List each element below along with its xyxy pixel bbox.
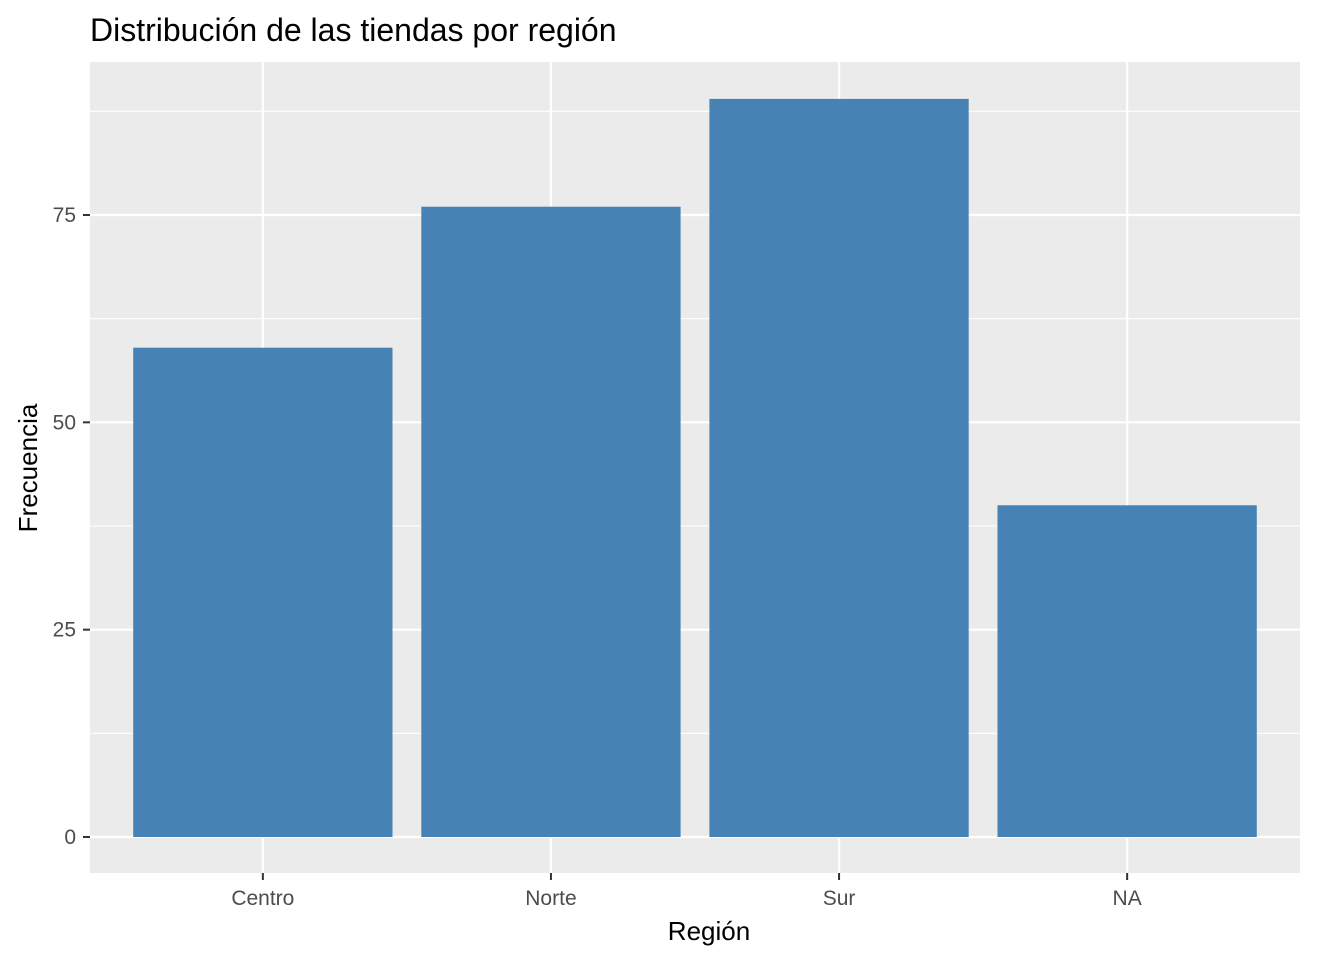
bar-centro: [133, 347, 393, 837]
y-tick-label: 25: [53, 619, 76, 642]
bar-norte: [421, 206, 681, 837]
y-tick-label: 50: [53, 411, 76, 434]
x-tick-label: NA: [1113, 887, 1142, 910]
y-tick-label: 0: [64, 826, 76, 849]
y-tick-label: 75: [53, 204, 76, 227]
chart-title: Distribución de las tiendas por región: [90, 12, 617, 48]
x-axis-title: Región: [668, 916, 750, 946]
bar-sur: [709, 98, 969, 838]
bars: [133, 98, 1257, 838]
x-tick-label: Sur: [823, 887, 856, 910]
bar-na: [997, 505, 1257, 837]
y-axis-title: Frecuencia: [13, 403, 43, 532]
x-axis-ticks: Centro Norte Sur NA: [231, 873, 1142, 910]
x-tick-label: Centro: [231, 887, 294, 910]
x-tick-label: Norte: [525, 887, 576, 910]
y-axis-ticks: 0 25 50 75: [53, 204, 90, 849]
